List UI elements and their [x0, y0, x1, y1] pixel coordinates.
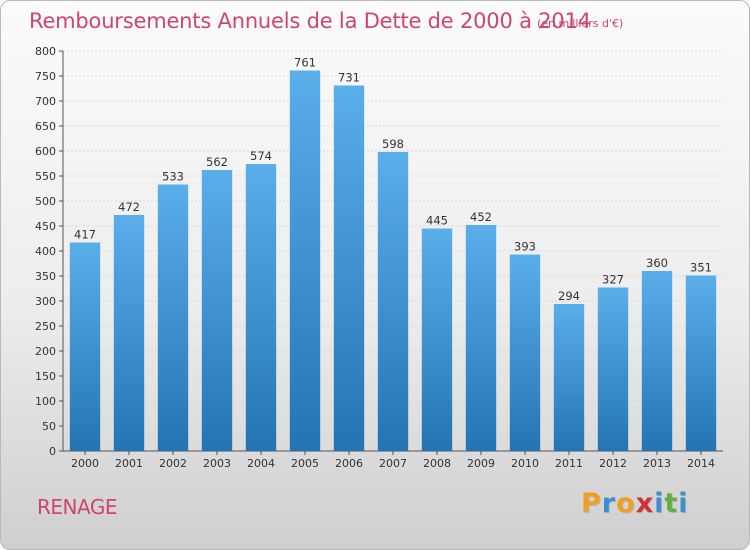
x-tick-label-2006: 2006: [335, 457, 363, 470]
value-label-2014: 351: [690, 261, 712, 275]
y-tick-label: 750: [35, 70, 56, 83]
y-tick-label: 650: [35, 120, 56, 133]
x-tick-label-2012: 2012: [599, 457, 627, 470]
logo-letter: o: [616, 488, 636, 519]
y-tick-label: 600: [35, 145, 56, 158]
x-tick-label-2002: 2002: [159, 457, 187, 470]
x-tick-label-2011: 2011: [555, 457, 583, 470]
bar-2003: [201, 170, 233, 451]
y-tick-label: 200: [35, 345, 56, 358]
x-tick-label-2010: 2010: [511, 457, 539, 470]
x-tick-label-2009: 2009: [467, 457, 495, 470]
x-tick-label-2003: 2003: [203, 457, 231, 470]
logo-letter: i: [654, 488, 665, 519]
bar-2009: [465, 225, 497, 451]
bar-2007: [377, 152, 409, 451]
bar-2002: [157, 184, 189, 451]
bars: [69, 70, 717, 451]
y-tick-label: 700: [35, 95, 56, 108]
bar-2000: [69, 242, 101, 451]
y-tick-label: 150: [35, 370, 56, 383]
bar-2013: [641, 271, 673, 451]
value-label-2003: 562: [206, 155, 228, 169]
value-label-2013: 360: [646, 256, 668, 270]
chart-title: Remboursements Annuels de la Dette de 20…: [29, 9, 591, 33]
y-tick-label: 300: [35, 295, 56, 308]
city-name: RENAGE: [37, 495, 117, 519]
bar-2005: [289, 70, 321, 451]
value-label-2008: 445: [426, 214, 448, 228]
y-tick-label: 100: [35, 395, 56, 408]
bar-2014: [685, 275, 717, 451]
bar-2011: [553, 304, 585, 451]
bar-2001: [113, 215, 145, 451]
value-label-2004: 574: [250, 149, 272, 163]
value-label-2007: 598: [382, 137, 404, 151]
bar-2012: [597, 287, 629, 451]
y-tick-label: 550: [35, 170, 56, 183]
x-tick-label-2007: 2007: [379, 457, 407, 470]
y-tick-label: 0: [49, 445, 56, 458]
y-tick-label: 500: [35, 195, 56, 208]
y-tick-label: 400: [35, 245, 56, 258]
y-tick-label: 350: [35, 270, 56, 283]
value-label-2011: 294: [558, 289, 580, 303]
bar-2006: [333, 85, 365, 451]
value-label-2012: 327: [602, 273, 624, 287]
proxiti-logo[interactable]: Proxiti: [581, 488, 689, 519]
x-tick-label-2005: 2005: [291, 457, 319, 470]
x-tick-label-2001: 2001: [115, 457, 143, 470]
y-tick-label: 800: [35, 45, 56, 58]
x-tick-label-2014: 2014: [687, 457, 715, 470]
value-label-2009: 452: [470, 210, 492, 224]
value-label-2001: 472: [118, 200, 140, 214]
logo-letter: r: [601, 488, 617, 519]
logo-letter: t: [664, 488, 679, 519]
x-tick-label-2000: 2000: [71, 457, 99, 470]
logo-letter: x: [635, 488, 655, 519]
x-tick-label-2013: 2013: [643, 457, 671, 470]
x-tick-label-2004: 2004: [247, 457, 275, 470]
labels: 417 2000 472 2001 533 2002 562 2003 574 2004 761 20…: [71, 56, 715, 471]
y-tick-label: 250: [35, 320, 56, 333]
bar-2004: [245, 164, 277, 451]
value-label-2005: 761: [294, 56, 316, 70]
value-label-2002: 533: [162, 170, 184, 184]
value-label-2010: 393: [514, 240, 536, 254]
x-tick-label-2008: 2008: [423, 457, 451, 470]
bar-2008: [421, 228, 453, 451]
value-label-2000: 417: [74, 228, 96, 242]
logo-letter: P: [581, 488, 602, 519]
y-tick-label: 450: [35, 220, 56, 233]
bar-2010: [509, 254, 541, 451]
chart-subtitle: (en milliers d'€): [537, 17, 624, 30]
value-label-2006: 731: [338, 71, 360, 85]
logo-letter: i: [678, 488, 689, 519]
y-tick-label: 50: [42, 420, 56, 433]
